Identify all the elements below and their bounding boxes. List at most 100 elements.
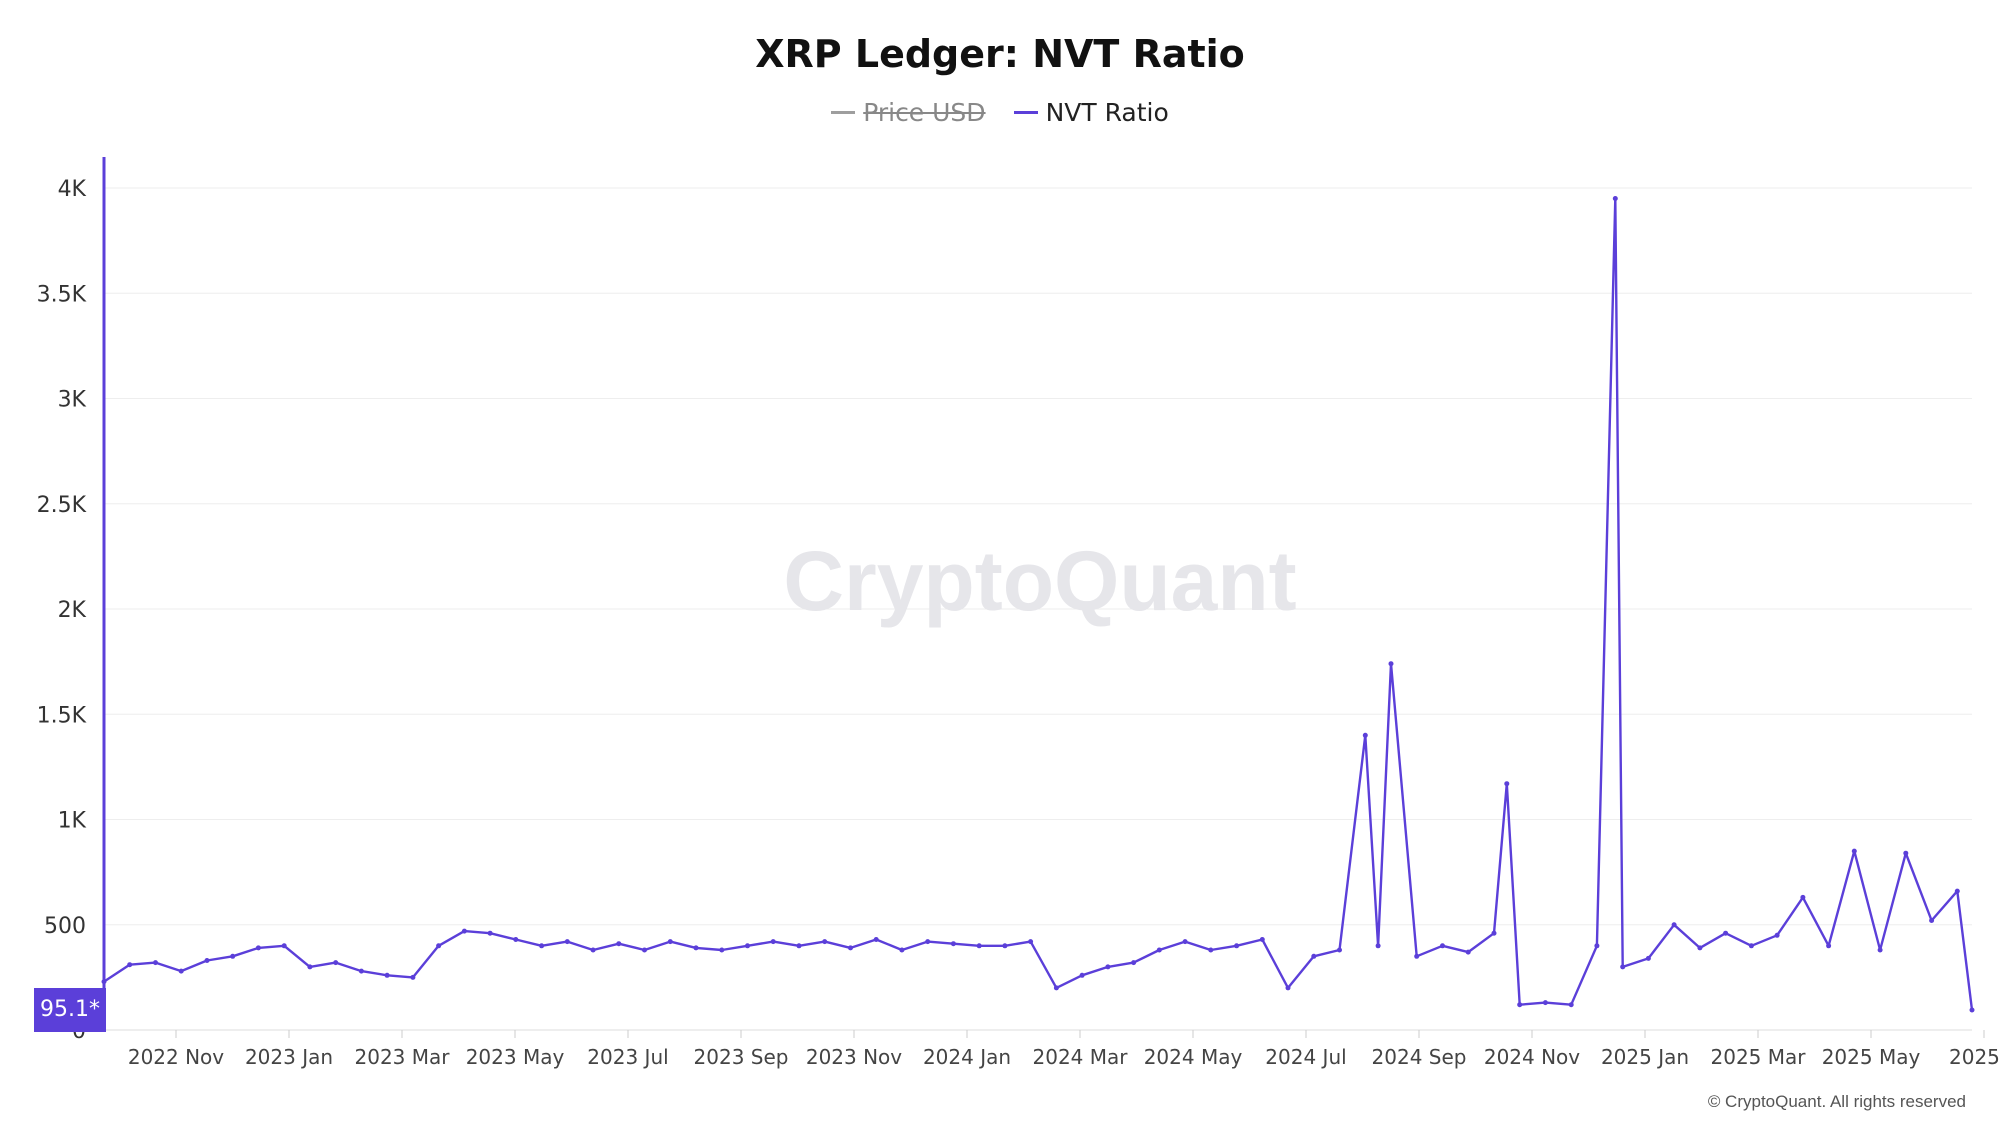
- data-point-nvt-ratio: [1877, 947, 1883, 953]
- data-point-nvt-ratio: [1491, 930, 1497, 936]
- data-point-nvt-ratio: [410, 974, 416, 980]
- data-point-nvt-ratio: [1208, 947, 1214, 953]
- data-point-nvt-ratio: [693, 945, 699, 951]
- data-point-nvt-ratio: [1079, 972, 1085, 978]
- data-point-nvt-ratio: [1903, 850, 1909, 856]
- x-tick-label: 2023 Sep: [694, 1045, 789, 1069]
- data-point-nvt-ratio: [1826, 943, 1832, 949]
- data-point-nvt-ratio: [616, 941, 622, 947]
- grid-lines: [104, 187, 1972, 926]
- data-point-nvt-ratio: [1311, 953, 1317, 959]
- data-point-nvt-ratio: [770, 939, 776, 945]
- data-point-nvt-ratio: [822, 939, 828, 945]
- y-tick-label: 500: [44, 914, 86, 939]
- data-point-nvt-ratio: [1568, 1002, 1574, 1008]
- data-point-nvt-ratio: [1002, 943, 1008, 949]
- data-point-nvt-ratio: [178, 968, 184, 974]
- x-tick-label: 2023 Jul: [587, 1045, 668, 1069]
- x-tick-label: 2024 Mar: [1033, 1045, 1129, 1069]
- data-point-nvt-ratio: [1671, 922, 1677, 928]
- data-point-nvt-ratio: [1105, 964, 1111, 970]
- data-point-nvt-ratio: [1362, 732, 1368, 738]
- data-point-nvt-ratio: [976, 943, 982, 949]
- y-tick-label: 3K: [58, 388, 87, 413]
- data-point-nvt-ratio: [487, 930, 493, 936]
- data-point-nvt-ratio: [1131, 960, 1137, 966]
- data-point-nvt-ratio: [1774, 932, 1780, 938]
- data-point-nvt-ratio: [1594, 943, 1600, 949]
- data-point-nvt-ratio: [1645, 955, 1651, 961]
- data-point-nvt-ratio: [358, 968, 364, 974]
- data-point-nvt-ratio: [1285, 985, 1291, 991]
- data-point-nvt-ratio: [539, 943, 545, 949]
- data-point-nvt-ratio: [1969, 1007, 1975, 1013]
- data-point-nvt-ratio: [1723, 930, 1729, 936]
- data-point-nvt-ratio: [1156, 947, 1162, 953]
- x-tick-label: 2023 Nov: [806, 1045, 902, 1069]
- legend-swatch-price-usd: [831, 111, 856, 114]
- data-point-nvt-ratio: [796, 943, 802, 949]
- data-point-nvt-ratio: [1620, 964, 1626, 970]
- x-tick-label: 2025...: [1949, 1045, 2000, 1069]
- data-point-nvt-ratio: [1440, 943, 1445, 949]
- data-point-nvt-ratio: [230, 953, 236, 959]
- y-tick-label: 2.5K: [37, 493, 87, 518]
- data-point-nvt-ratio: [1259, 937, 1265, 942]
- y-tick-label: 4K: [58, 177, 87, 202]
- data-point-nvt-ratio: [1414, 953, 1420, 959]
- chart-title: XRP Ledger: NVT Ratio: [755, 32, 1245, 76]
- data-point-nvt-ratio: [1337, 947, 1342, 953]
- data-point-nvt-ratio: [642, 947, 647, 953]
- data-point-nvt-ratio: [925, 939, 931, 945]
- data-point-nvt-ratio: [1697, 945, 1703, 951]
- x-tick-label: 2024 Jul: [1265, 1045, 1346, 1069]
- x-tick-label: 2024 May: [1144, 1045, 1243, 1069]
- legend: Price USD NVT Ratio: [0, 98, 2000, 127]
- data-point-nvt-ratio: [255, 945, 261, 951]
- legend-label-nvt-ratio: NVT Ratio: [1045, 98, 1169, 127]
- data-point-nvt-ratio: [745, 943, 750, 949]
- data-point-nvt-ratio: [564, 939, 570, 945]
- y-tick-label: 3.5K: [37, 282, 87, 307]
- x-tick-label: 2025 May: [1822, 1045, 1921, 1069]
- data-point-nvt-ratio: [513, 937, 519, 942]
- y-tick-label: 1.5K: [37, 703, 87, 728]
- legend-item-nvt-ratio[interactable]: NVT Ratio: [1013, 98, 1169, 127]
- data-point-nvt-ratio: [1542, 1000, 1548, 1006]
- x-tick-label: 2024 Jan: [923, 1045, 1011, 1069]
- data-point-nvt-ratio: [307, 964, 313, 970]
- data-point-nvt-ratio: [1517, 1002, 1523, 1008]
- data-point-nvt-ratio: [436, 943, 442, 949]
- data-point-nvt-ratio: [1504, 781, 1510, 787]
- data-point-nvt-ratio: [1375, 943, 1381, 949]
- data-point-nvt-ratio: [590, 947, 596, 953]
- data-point-nvt-ratio: [1851, 848, 1857, 854]
- copyright-text: © CryptoQuant. All rights reserved: [1707, 1092, 1966, 1111]
- data-point-nvt-ratio: [1182, 939, 1188, 945]
- data-point-nvt-ratio: [1800, 894, 1806, 900]
- x-tick-label: 2022 Nov: [128, 1045, 224, 1069]
- data-point-nvt-ratio: [384, 972, 390, 978]
- legend-item-price-usd[interactable]: Price USD: [831, 98, 986, 127]
- data-point-nvt-ratio: [1234, 943, 1240, 949]
- x-axis-ticks: 2022 Nov 2023 Jan 2023 Mar 2023 May 2023 Jul…: [128, 1030, 2000, 1069]
- data-point-nvt-ratio: [950, 941, 956, 947]
- data-point-nvt-ratio: [333, 960, 339, 966]
- legend-label-price-usd: Price USD: [863, 98, 986, 127]
- y-tick-label: 1K: [58, 809, 87, 834]
- series-layer: [101, 196, 1975, 1013]
- data-point-nvt-ratio: [1053, 985, 1059, 991]
- x-tick-label: 2023 Mar: [355, 1045, 451, 1069]
- data-point-nvt-ratio: [1929, 918, 1935, 923]
- data-point-nvt-ratio: [1954, 888, 1960, 894]
- x-tick-label: 2025 Mar: [1711, 1045, 1807, 1069]
- data-point-nvt-ratio: [719, 947, 725, 953]
- data-point-nvt-ratio: [1465, 949, 1471, 955]
- data-point-nvt-ratio: [1612, 196, 1618, 201]
- data-point-nvt-ratio: [1388, 661, 1394, 667]
- data-point-nvt-ratio: [1748, 943, 1754, 949]
- x-tick-label: 2024 Nov: [1484, 1045, 1580, 1069]
- data-point-nvt-ratio: [899, 947, 905, 953]
- data-point-nvt-ratio: [667, 939, 673, 945]
